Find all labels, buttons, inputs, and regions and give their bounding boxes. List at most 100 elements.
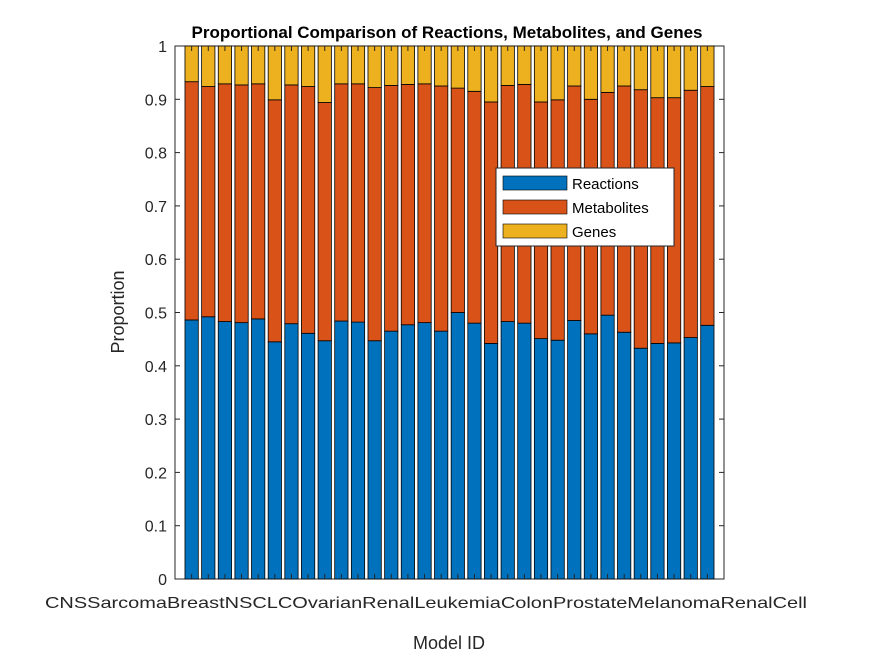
bar-genes-5: [251, 45, 266, 85]
y-tick-label: 1: [158, 39, 167, 56]
bar-genes-21: [517, 45, 532, 85]
bar-metabolites-10: [334, 83, 349, 322]
bar-genes-14: [400, 45, 415, 85]
bar-genes-7: [284, 45, 299, 86]
bar-metabolites-4: [234, 84, 249, 324]
bar-genes-23: [550, 45, 565, 101]
plot-area: [174, 45, 725, 580]
bar-genes-28: [633, 45, 648, 91]
bar-genes-31: [683, 45, 698, 91]
bar-reactions-20: [500, 321, 515, 580]
bar-reactions-31: [683, 337, 698, 580]
bar-reactions-29: [650, 343, 665, 580]
bar-metabolites-3: [217, 83, 232, 322]
bar-metabolites-9: [317, 102, 332, 342]
bar-genes-2: [201, 45, 216, 87]
bar-genes-26: [600, 45, 615, 93]
bar-genes-24: [567, 45, 582, 87]
bar-reactions-22: [533, 338, 549, 580]
bar-genes-16: [434, 45, 449, 87]
bar-genes-20: [500, 45, 515, 86]
y-tick-label: 0.3: [145, 412, 167, 429]
y-tick-label: 0.6: [145, 252, 167, 269]
bar-genes-15: [417, 45, 432, 85]
legend-swatch-metabolites: [502, 199, 568, 215]
bar-genes-13: [384, 45, 399, 86]
bar-metabolites-2: [201, 86, 216, 318]
x-axis: [191, 46, 708, 579]
bar-reactions-21: [517, 322, 532, 580]
bar-reactions-23: [550, 339, 565, 580]
bar-genes-4: [234, 45, 249, 86]
bar-metabolites-6: [267, 99, 282, 343]
bar-genes-3: [217, 45, 232, 85]
y-tick-label: 0.9: [145, 92, 167, 109]
bar-reactions-28: [633, 347, 648, 580]
legend-label-reactions: Reactions: [572, 176, 639, 193]
bar-reactions-1: [184, 319, 199, 580]
bar-genes-8: [301, 45, 316, 87]
bar-reactions-15: [417, 322, 432, 580]
y-axis-label: Proportion: [108, 270, 128, 353]
bar-genes-29: [650, 45, 665, 99]
bar-reactions-12: [367, 340, 382, 580]
bar-reactions-16: [434, 330, 449, 580]
bar-reactions-6: [267, 341, 282, 580]
bar-genes-12: [367, 45, 382, 88]
bar-reactions-13: [384, 330, 399, 580]
legend-label-metabolites: Metabolites: [572, 200, 649, 217]
bar-genes-6: [267, 45, 282, 101]
bar-genes-10: [334, 45, 349, 85]
legend-swatch-reactions: [502, 175, 568, 191]
bar-reactions-17: [450, 312, 465, 580]
bar-metabolites-1: [184, 81, 199, 321]
bar-reactions-30: [667, 342, 682, 580]
legend: Reactions Metabolites Genes: [495, 167, 675, 247]
bar-reactions-4: [234, 322, 249, 580]
bar-genes-30: [667, 45, 682, 99]
bar-reactions-11: [350, 321, 366, 580]
bar-reactions-24: [567, 320, 582, 580]
bar-reactions-25: [583, 333, 598, 580]
bar-genes-22: [533, 45, 549, 103]
y-axis: 0 0.1 0.2 0.3 0.4 0.5 0.6 0.7 0.8 0.9 1: [145, 39, 724, 589]
y-tick-label: 0: [158, 572, 167, 589]
y-tick-label: 0.5: [145, 306, 167, 323]
bar-metabolites-8: [301, 86, 316, 334]
bar-reactions-26: [600, 314, 615, 580]
bar-metabolites-12: [367, 87, 382, 342]
bar-reactions-7: [284, 323, 299, 580]
bar-reactions-10: [334, 320, 349, 580]
bar-reactions-18: [467, 322, 482, 580]
legend-label-genes: Genes: [572, 224, 616, 241]
bar-genes-1: [184, 45, 199, 83]
bar-genes-27: [617, 45, 632, 87]
bar-metabolites-18: [467, 90, 482, 324]
bar-reactions-8: [301, 332, 316, 580]
bar-metabolites-14: [400, 83, 415, 326]
bar-genes-32: [700, 45, 715, 87]
bar-genes-19: [484, 45, 499, 103]
bar-metabolites-17: [450, 87, 465, 313]
bar-reactions-2: [201, 316, 216, 580]
bar-metabolites-13: [384, 85, 399, 332]
bar-genes-17: [450, 45, 465, 89]
bar-genes-25: [583, 45, 598, 100]
bar-reactions-14: [400, 324, 415, 580]
bar-metabolites-16: [434, 85, 449, 332]
legend-swatch-genes: [502, 223, 568, 239]
bar-metabolites-15: [417, 83, 432, 324]
bar-metabolites-7: [284, 84, 299, 325]
bar-reactions-19: [484, 343, 499, 580]
chart-title: Proportional Comparison of Reactions, Me…: [191, 23, 702, 42]
bar-reactions-9: [317, 340, 332, 580]
bar-metabolites-11: [350, 83, 366, 323]
bar-reactions-3: [217, 321, 232, 580]
bar-reactions-27: [617, 331, 632, 580]
bar-metabolites-32: [700, 86, 715, 326]
bar-genes-9: [317, 45, 332, 103]
bar-genes-18: [467, 45, 482, 92]
bar-metabolites-5: [251, 83, 266, 320]
bar-metabolites-31: [683, 89, 698, 338]
